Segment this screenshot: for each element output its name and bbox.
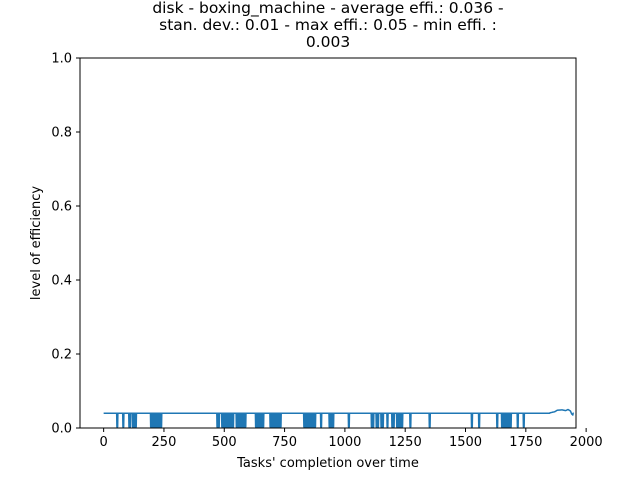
y-axis-label: level of efficiency (29, 186, 44, 300)
chart-title-line-1: disk - boxing_machine - average effi.: 0… (152, 0, 504, 17)
chart-title-line-3: 0.003 (305, 33, 351, 51)
efficiency-series-line (103, 408, 575, 428)
y-tick-label: 0.4 (51, 274, 72, 289)
x-tick-label: 250 (152, 435, 177, 450)
y-axis-ticks: 0.0 0.2 0.4 0.6 0.8 1.0 (51, 52, 80, 437)
y-tick-label: 0.2 (51, 348, 72, 363)
x-tick-label: 500 (212, 435, 237, 450)
x-tick-label: 0 (100, 435, 108, 450)
chart-title-line-2: stan. dev.: 0.01 - max effi.: 0.05 - min… (159, 16, 497, 34)
plot-area-frame (79, 57, 577, 429)
x-tick-label: 1750 (509, 435, 542, 450)
chart-title: disk - boxing_machine - average effi.: 0… (0, 0, 640, 51)
y-tick-label: 0.0 (51, 422, 72, 437)
x-tick-label: 2000 (570, 435, 603, 450)
x-axis-ticks: 0 250 500 750 1000 1250 1500 1750 2000 (100, 428, 603, 450)
y-tick-label: 1.0 (51, 52, 72, 67)
y-tick-label: 0.8 (51, 126, 72, 141)
x-tick-label: 1000 (328, 435, 361, 450)
y-tick-label: 0.6 (51, 200, 72, 215)
x-tick-label: 1500 (449, 435, 482, 450)
x-axis-label: Tasks' completion over time (236, 456, 419, 471)
x-tick-label: 750 (272, 435, 297, 450)
x-tick-label: 1250 (389, 435, 422, 450)
